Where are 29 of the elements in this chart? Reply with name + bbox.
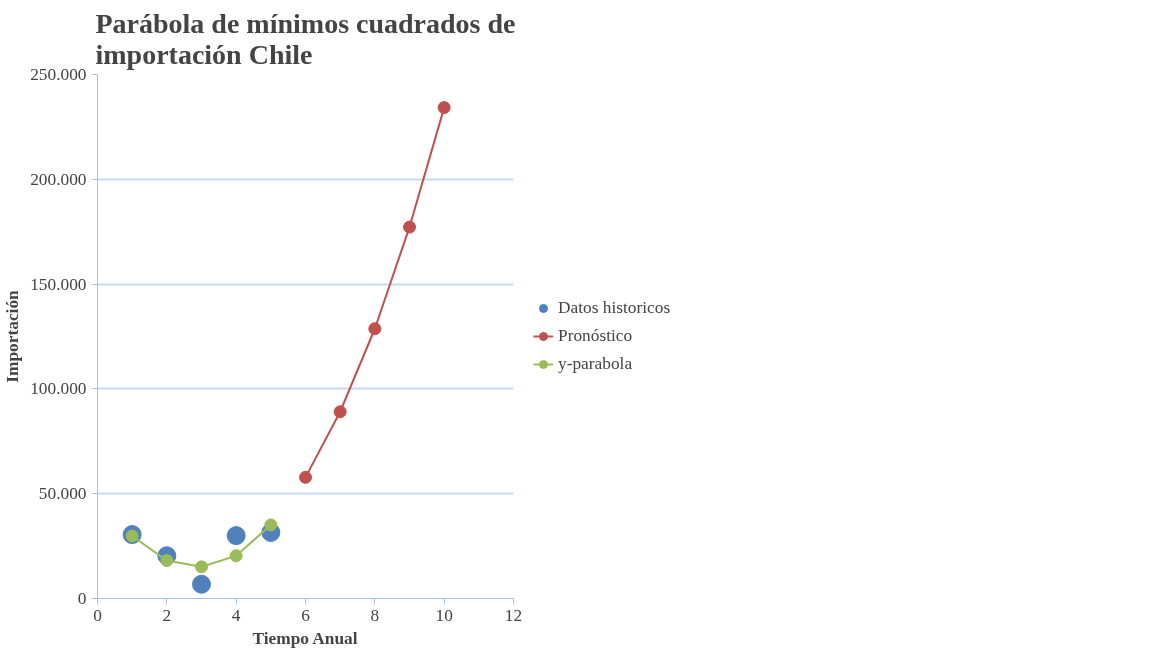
point [192, 574, 211, 594]
x-tick-label: 12 [504, 605, 523, 625]
point [229, 549, 243, 563]
y-tick-label: 150.000 [30, 274, 87, 294]
x-tick-label: 10 [435, 605, 453, 625]
y-tick-label: 200.000 [30, 169, 87, 189]
y-axis-title: Importación [3, 289, 23, 383]
y-tick-label: 250.000 [30, 65, 87, 84]
y-tick-label: 100.000 [30, 379, 87, 399]
point [333, 405, 347, 419]
point [403, 220, 416, 234]
chart-title: Parábola de mínimos cuadrados de importación Chile [95, 7, 516, 70]
y-tick-label: 50.000 [38, 484, 87, 504]
x-tick-label: 4 [231, 605, 241, 625]
x-axis-title: Tiempo Anual [252, 628, 358, 648]
x-tick-label: 0 [93, 605, 102, 625]
x-tick-label: 8 [370, 605, 380, 625]
legend-label: Pronóstico [558, 326, 633, 346]
legend-label: y-parabola [558, 354, 633, 374]
y-tick-label: 0 [77, 589, 87, 608]
point [226, 526, 246, 546]
point [437, 101, 451, 115]
point [299, 470, 312, 484]
x-tick-label: 2 [162, 605, 172, 625]
legend-label: Datos historicos [558, 298, 671, 318]
point [195, 560, 208, 574]
point [368, 322, 382, 336]
point [264, 518, 278, 532]
x-tick-label: 6 [301, 605, 311, 625]
